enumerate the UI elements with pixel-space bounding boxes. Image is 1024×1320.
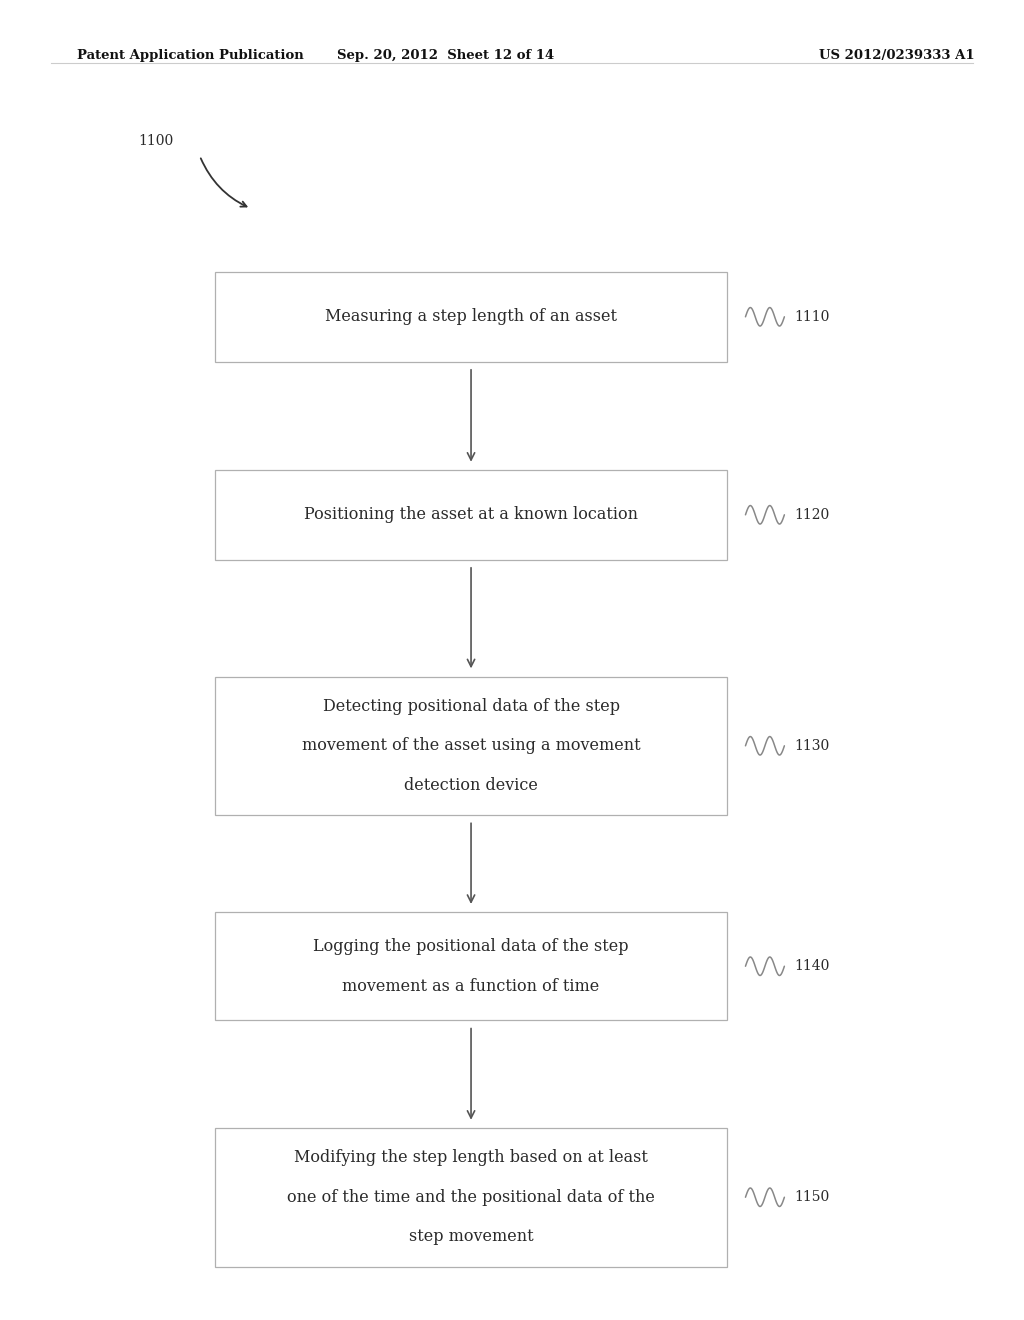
Text: one of the time and the positional data of the: one of the time and the positional data …	[287, 1189, 655, 1205]
Bar	[215, 272, 727, 362]
Text: 1150: 1150	[795, 1191, 829, 1204]
Text: US 2012/0239333 A1: US 2012/0239333 A1	[819, 49, 975, 62]
Text: Detecting positional data of the step: Detecting positional data of the step	[323, 698, 620, 714]
Bar	[215, 676, 727, 814]
Text: 1110: 1110	[795, 310, 830, 323]
Text: Measuring a step length of an asset: Measuring a step length of an asset	[325, 309, 617, 325]
Bar	[215, 912, 727, 1020]
Bar	[215, 470, 727, 560]
Text: 1100: 1100	[138, 135, 173, 148]
Text: Patent Application Publication: Patent Application Publication	[77, 49, 303, 62]
Text: 1130: 1130	[795, 739, 829, 752]
Text: movement of the asset using a movement: movement of the asset using a movement	[302, 738, 640, 754]
Text: Modifying the step length based on at least: Modifying the step length based on at le…	[294, 1150, 648, 1166]
Text: detection device: detection device	[404, 777, 538, 793]
Text: step movement: step movement	[409, 1229, 534, 1245]
Text: Logging the positional data of the step: Logging the positional data of the step	[313, 939, 629, 954]
Text: movement as a function of time: movement as a function of time	[342, 978, 600, 994]
Text: 1120: 1120	[795, 508, 829, 521]
Bar	[215, 1127, 727, 1267]
Text: 1140: 1140	[795, 960, 830, 973]
Text: Sep. 20, 2012  Sheet 12 of 14: Sep. 20, 2012 Sheet 12 of 14	[337, 49, 554, 62]
Text: Positioning the asset at a known location: Positioning the asset at a known locatio…	[304, 507, 638, 523]
